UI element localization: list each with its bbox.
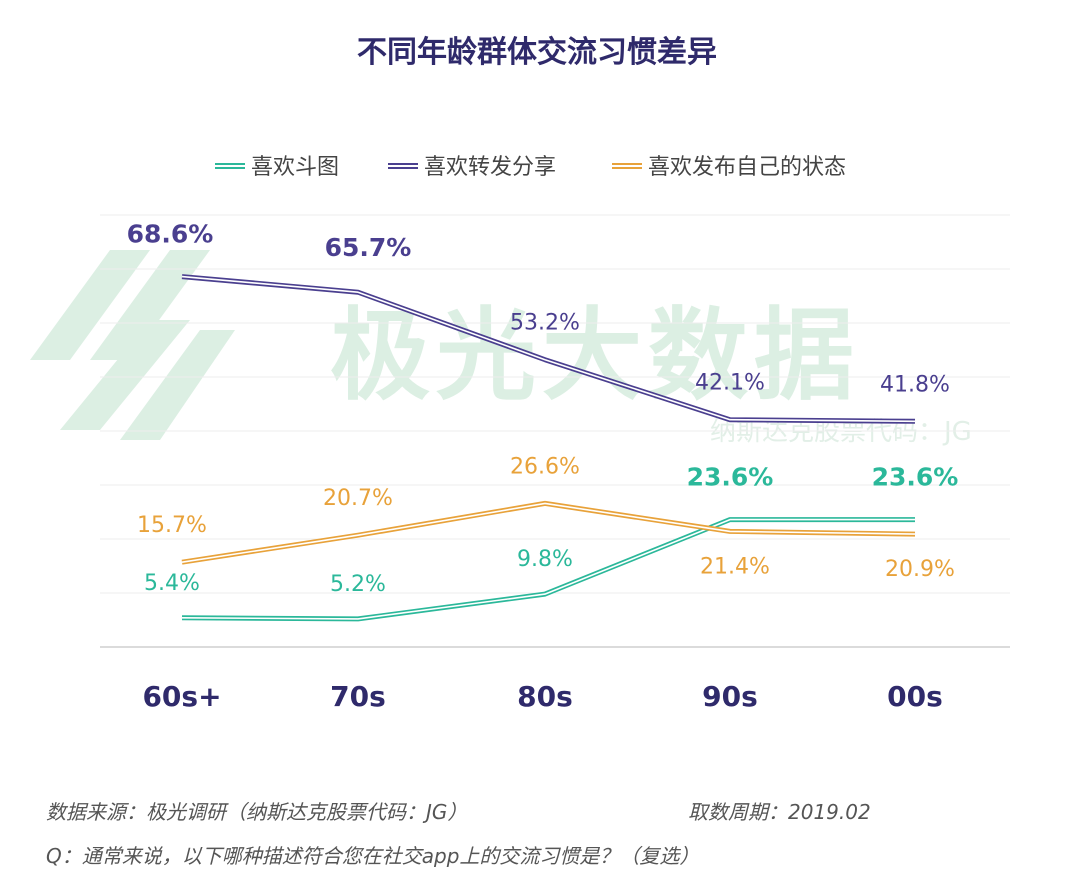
legend-label: 喜欢斗图 — [251, 155, 339, 180]
x-axis: 60s+ 70s 80s 90s 00s — [142, 680, 942, 713]
x-tick-label: 00s — [887, 680, 943, 713]
watermark-logo-icon — [30, 250, 235, 440]
footer-question: Q：通常来说，以下哪种描述符合您在社交app上的交流习惯是？（复选） — [46, 844, 700, 868]
data-label: 41.8% — [880, 372, 950, 397]
series-line — [181, 274, 916, 424]
legend-item: 喜欢转发分享 — [388, 155, 556, 180]
grid — [100, 214, 1010, 648]
data-label: 53.2% — [510, 311, 580, 336]
x-tick-label: 70s — [330, 680, 386, 713]
data-label: 26.6% — [510, 454, 580, 479]
footer-date: 取数周期：2019.02 — [688, 800, 871, 824]
legend: 喜欢斗图 喜欢转发分享 喜欢发布自己的状态 — [215, 155, 846, 180]
legend-label: 喜欢转发分享 — [424, 155, 556, 180]
x-tick-label: 90s — [702, 680, 758, 713]
data-label: 15.7% — [137, 513, 207, 538]
series-line — [181, 500, 916, 565]
legend-item: 喜欢发布自己的状态 — [612, 155, 846, 180]
series-line — [181, 517, 916, 622]
watermark: 极光大数据 纳斯达克股票代码：JG — [30, 250, 972, 447]
data-label: 68.6% — [127, 220, 214, 249]
x-tick-label: 80s — [517, 680, 573, 713]
data-label: 42.1% — [695, 371, 765, 396]
watermark-text: 极光大数据 — [330, 297, 860, 414]
data-label: 23.6% — [687, 463, 774, 492]
data-label: 9.8% — [517, 547, 573, 572]
series-lines — [181, 274, 916, 622]
data-labels: 5.4% 5.2% 9.8% 23.6% 23.6% 68.6% 65.7% 53.2% 42.… — [127, 220, 959, 597]
x-tick-label: 60s+ — [142, 680, 221, 713]
data-label: 5.2% — [330, 572, 386, 597]
data-label: 23.6% — [872, 463, 959, 492]
data-label: 20.7% — [323, 486, 393, 511]
data-label: 65.7% — [325, 233, 412, 262]
data-label: 21.4% — [700, 554, 770, 579]
legend-label: 喜欢发布自己的状态 — [648, 155, 846, 180]
data-label: 5.4% — [144, 571, 200, 596]
data-label: 20.9% — [885, 557, 955, 582]
legend-item: 喜欢斗图 — [215, 155, 339, 180]
footer-source: 数据来源：极光调研（纳斯达克股票代码：JG） — [46, 800, 468, 824]
chart-title: 不同年龄群体交流习惯差异 — [357, 35, 717, 70]
